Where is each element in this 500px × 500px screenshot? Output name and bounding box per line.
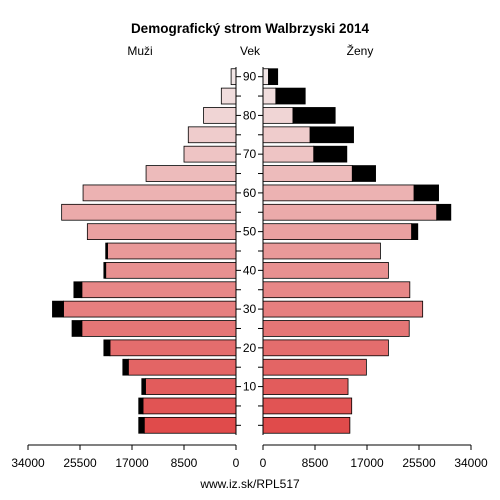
- bar-female-60-64: [262, 184, 415, 202]
- bar-male-excess-10-14: [141, 378, 146, 395]
- bar-male-excess-15-19: [122, 358, 129, 376]
- bar-female-0-4: [262, 416, 351, 434]
- chart-title: Demografický strom Walbrzyski 2014: [131, 21, 370, 36]
- bar-female-80-84: [262, 107, 294, 124]
- age-tick-label: 40: [243, 263, 257, 277]
- x-tick-label-right: 17000: [350, 456, 384, 470]
- bar-female-65-69: [262, 165, 353, 182]
- age-tick-label: 60: [243, 186, 257, 200]
- bar-female-45-49: [262, 242, 381, 260]
- bar-male-40-44: [105, 262, 237, 279]
- x-tick-label-left: 17000: [115, 456, 149, 470]
- bar-female-30-34: [262, 300, 424, 318]
- x-tick-label-right: 25500: [402, 456, 436, 470]
- x-tick-label-left: 8500: [171, 456, 198, 470]
- bar-female-excess-70-74: [313, 145, 348, 163]
- bar-female-excess-65-69: [351, 165, 376, 182]
- bar-female-excess-55-59: [436, 203, 452, 221]
- bar-male-90+: [230, 68, 237, 86]
- bar-female-excess-85-89: [275, 87, 306, 105]
- bar-female-excess-50-54: [411, 223, 419, 240]
- bars-layer: [52, 68, 452, 434]
- x-tick-label-right: 8500: [302, 456, 329, 470]
- age-tick-label: 80: [243, 108, 257, 122]
- age-tick-label: 20: [243, 341, 257, 355]
- footer-url: www.iz.sk/RPL517: [199, 477, 300, 491]
- x-tick-label-right: 34000: [454, 456, 488, 470]
- bar-male-50-54: [86, 223, 237, 240]
- bar-male-75-79: [187, 126, 237, 144]
- bar-female-70-74: [262, 145, 315, 163]
- bar-male-0-4: [143, 416, 237, 434]
- females-header: Ženy: [347, 43, 374, 58]
- bar-female-15-19: [262, 358, 367, 376]
- bar-male-45-49: [107, 242, 237, 260]
- bar-male-excess-30-34: [52, 300, 64, 318]
- bar-female-25-29: [262, 320, 410, 337]
- age-tick-label: 50: [243, 225, 257, 239]
- bar-male-10-14: [145, 378, 237, 395]
- bar-male-excess-20-24: [103, 339, 111, 357]
- x-tick-label-left: 25500: [63, 456, 97, 470]
- bar-male-excess-0-4: [138, 416, 145, 434]
- bar-male-20-24: [109, 339, 237, 357]
- bar-female-50-54: [262, 223, 413, 240]
- bar-female-75-79: [262, 126, 311, 144]
- bar-female-35-39: [262, 281, 411, 299]
- bar-female-excess-75-79: [309, 126, 354, 144]
- bar-male-25-29: [81, 320, 237, 337]
- bar-male-85-89: [220, 87, 237, 105]
- age-tick-label: 30: [243, 302, 257, 316]
- age-header: Vek: [240, 44, 261, 58]
- bar-female-excess-90+: [268, 68, 279, 86]
- age-tick-label: 90: [243, 70, 257, 84]
- bar-male-65-69: [145, 165, 237, 182]
- bar-male-30-34: [63, 300, 237, 318]
- age-tick-label: 70: [243, 147, 257, 161]
- bar-male-excess-45-49: [105, 242, 108, 260]
- bar-female-55-59: [262, 203, 438, 221]
- bar-male-55-59: [61, 203, 237, 221]
- bar-male-35-39: [81, 281, 237, 299]
- bar-male-excess-25-29: [71, 320, 83, 337]
- bar-female-10-14: [262, 378, 349, 395]
- bar-male-excess-40-44: [103, 262, 107, 279]
- bar-female-85-89: [262, 87, 277, 105]
- x-tick-label-left: 34000: [11, 456, 45, 470]
- age-tick-label: 10: [243, 380, 257, 394]
- males-header: Muži: [127, 44, 152, 58]
- bar-female-excess-60-64: [413, 184, 439, 202]
- bar-female-20-24: [262, 339, 389, 357]
- bar-female-5-9: [262, 397, 353, 415]
- bar-male-5-9: [142, 397, 237, 415]
- x-tick-label-right: 0: [260, 456, 267, 470]
- bar-male-excess-35-39: [73, 281, 83, 299]
- bar-male-excess-5-9: [138, 397, 144, 415]
- bar-female-90+: [262, 68, 269, 86]
- x-tick-label-left: 0: [233, 456, 240, 470]
- bar-female-40-44: [262, 262, 389, 279]
- bar-male-60-64: [82, 184, 237, 202]
- bar-male-80-84: [203, 107, 237, 124]
- axes-layer: 10 20 30 40 50 60 70 80 90 34000 25500 17000 8500 0 0 8…: [11, 67, 488, 470]
- bar-male-15-19: [127, 358, 237, 376]
- bar-male-70-74: [183, 145, 237, 163]
- bar-female-excess-80-84: [292, 107, 336, 124]
